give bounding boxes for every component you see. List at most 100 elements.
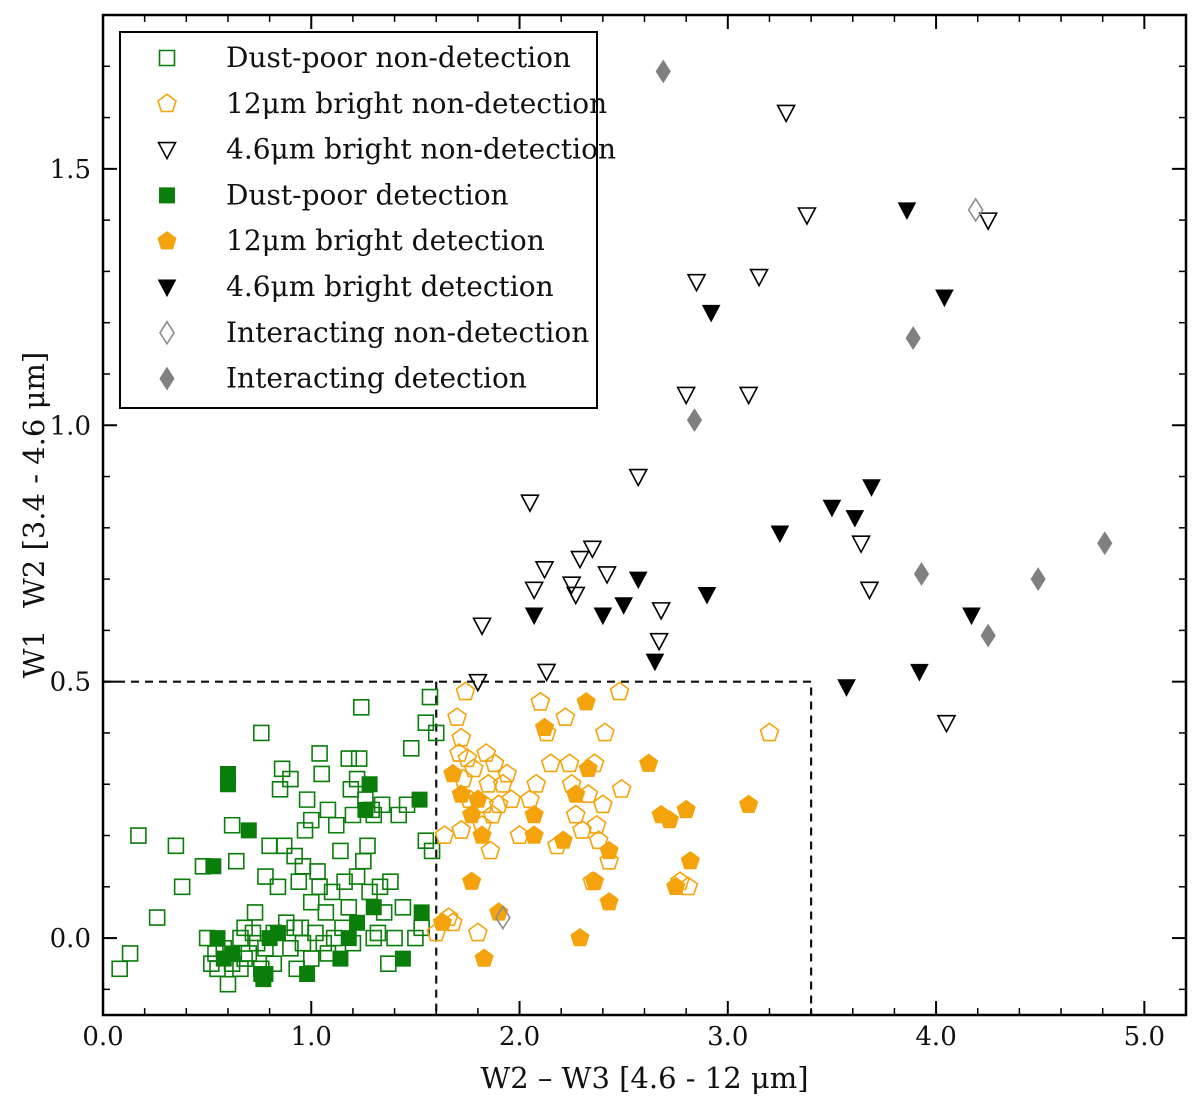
data-point-s1-40 — [586, 814, 607, 834]
data-point-s0-55 — [315, 934, 333, 952]
data-point-s5-8 — [822, 499, 842, 518]
data-point-s2-23 — [978, 212, 998, 231]
data-point-s0-32 — [271, 781, 289, 798]
data-point-s0-15 — [227, 852, 245, 870]
data-point-s0-16 — [232, 960, 249, 978]
legend-label-2: 4.6μm bright non-detection — [226, 133, 616, 166]
y-axis-title-w1: W1 — [17, 630, 51, 678]
data-point-s0-37 — [282, 770, 299, 788]
data-point-s5-10 — [845, 510, 865, 528]
legend-label-1: 12μm bright non-detection — [226, 87, 607, 120]
data-point-s7-0 — [655, 59, 671, 84]
data-point-s0-53 — [311, 745, 328, 762]
data-point-s3-17 — [361, 776, 378, 793]
x-tick-label: 3.0 — [707, 1022, 748, 1052]
series-5 — [524, 202, 981, 697]
data-point-s2-22 — [936, 714, 957, 734]
data-point-s2-0 — [468, 673, 488, 693]
data-point-s2-8 — [570, 550, 590, 570]
data-point-s0-62 — [332, 842, 349, 860]
data-point-s0-95 — [417, 832, 435, 849]
data-point-s0-0 — [111, 960, 128, 978]
data-point-s4-23 — [666, 876, 686, 895]
legend: Dust-poor non-detection 12μm bright non-d… — [119, 31, 616, 409]
data-point-s6-0 — [494, 905, 511, 931]
data-point-s0-39 — [286, 919, 303, 937]
data-point-s4-4 — [462, 871, 482, 890]
data-point-s0-52 — [311, 878, 328, 896]
legend-marker-2 — [157, 141, 177, 161]
data-point-s4-17 — [584, 871, 605, 890]
data-point-s1-30 — [540, 753, 561, 773]
data-point-s3-12 — [299, 965, 316, 982]
data-point-s2-18 — [776, 104, 796, 124]
data-point-s2-17 — [749, 268, 769, 288]
legend-marker-1 — [157, 93, 177, 113]
data-point-s3-14 — [340, 930, 357, 947]
x-tick-label: 2.0 — [499, 1022, 540, 1052]
data-point-s0-94 — [417, 714, 435, 731]
data-point-s4-16 — [578, 758, 598, 777]
data-point-s3-15 — [349, 914, 366, 931]
legend-marker-3 — [159, 187, 175, 204]
data-point-s0-25 — [252, 724, 270, 742]
data-point-s0-81 — [369, 924, 387, 942]
data-point-s1-22 — [492, 773, 513, 793]
legend-marker-6 — [159, 320, 175, 346]
data-point-s1-46 — [611, 778, 632, 798]
data-point-s7-3 — [913, 562, 930, 586]
data-point-s0-50 — [307, 924, 324, 942]
data-point-s1-35 — [565, 804, 586, 824]
y-tick-label: 1.0 — [50, 411, 91, 441]
data-point-s5-5 — [697, 586, 717, 605]
data-points — [111, 59, 1113, 993]
data-point-s1-45 — [609, 681, 630, 701]
data-point-s0-92 — [407, 929, 424, 947]
data-point-s5-0 — [524, 607, 544, 626]
data-point-s1-49 — [759, 722, 780, 742]
data-point-s0-31 — [269, 878, 287, 896]
data-point-s1-21 — [488, 794, 509, 814]
data-point-s0-46 — [298, 791, 316, 808]
data-point-s1-27 — [526, 773, 547, 793]
legend-label-5: 4.6μm bright detection — [226, 270, 554, 303]
data-point-s0-77 — [361, 883, 378, 901]
data-point-s0-69 — [344, 806, 362, 824]
data-point-s3-0 — [205, 858, 222, 875]
data-point-s0-4 — [167, 837, 185, 855]
data-point-s0-89 — [394, 899, 412, 916]
data-point-s0-64 — [336, 873, 353, 890]
data-point-s4-14 — [570, 927, 590, 947]
data-point-s5-3 — [628, 571, 648, 590]
data-point-s0-87 — [386, 929, 403, 947]
data-point-s0-79 — [365, 929, 383, 947]
data-point-s3-11 — [269, 924, 286, 941]
legend-marker-4 — [157, 231, 177, 250]
data-point-s4-2 — [451, 784, 471, 803]
data-point-s2-5 — [536, 663, 557, 683]
data-point-s3-13 — [332, 950, 349, 967]
series-4 — [432, 692, 759, 967]
data-point-s0-34 — [275, 837, 293, 855]
x-tick-label: 0.0 — [82, 1022, 123, 1052]
data-point-s0-3 — [148, 909, 166, 926]
data-point-s1-19 — [482, 804, 503, 824]
y-axis-title-rest: W2 [3.4 - 4.6 μm] — [17, 352, 51, 608]
data-point-s0-66 — [340, 750, 358, 767]
data-point-s2-3 — [524, 581, 544, 601]
data-point-s4-11 — [534, 717, 555, 736]
data-point-s0-67 — [342, 781, 360, 798]
data-point-s4-25 — [680, 851, 700, 870]
data-point-s0-14 — [223, 816, 241, 834]
y-axis-title: W1 W2 [3.4 - 4.6 μm] — [17, 352, 51, 678]
data-point-s0-54 — [313, 765, 330, 783]
legend-marker-5 — [157, 279, 177, 298]
data-point-s7-1 — [686, 408, 703, 433]
data-point-s1-44 — [599, 850, 620, 870]
data-point-s0-83 — [373, 796, 391, 814]
selection-box-dashed — [103, 680, 813, 1015]
data-point-s2-14 — [676, 386, 696, 406]
data-point-s3-6 — [240, 822, 257, 839]
x-tick-label: 1.0 — [291, 1022, 332, 1052]
